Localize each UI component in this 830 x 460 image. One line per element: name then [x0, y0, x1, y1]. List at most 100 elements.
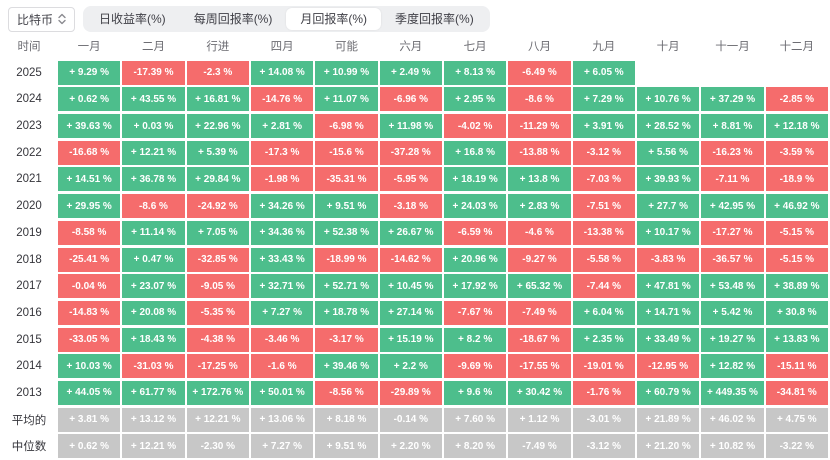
return-cell: + 5.39 % — [186, 140, 249, 165]
return-cell: + 14.71 % — [636, 300, 700, 325]
return-cell: -0.14 % — [379, 407, 442, 432]
return-cell: -4.38 % — [186, 327, 249, 352]
stat-row-label: 平均的 — [2, 407, 56, 432]
return-cell: -3.59 % — [765, 140, 828, 165]
return-cell: + 2.2 % — [379, 354, 442, 379]
return-cell: + 7.29 % — [572, 87, 635, 112]
return-cell: -18.99 % — [315, 247, 378, 272]
return-cell: -7.44 % — [572, 274, 635, 299]
tab-1[interactable]: 每周回报率(%) — [193, 12, 273, 26]
month-header-8: 八月 — [527, 41, 551, 53]
return-period-tabs: 日收益率(%) 每周回报率(%) 月回报率(%) 季度回报率(%) — [83, 6, 490, 32]
tab-3[interactable]: 季度回报率(%) — [395, 12, 474, 26]
return-cell: -3.22 % — [765, 434, 828, 459]
return-cell: + 22.96 % — [186, 114, 249, 139]
return-cell: + 0.03 % — [122, 114, 185, 139]
return-cell: -37.28 % — [379, 140, 442, 165]
return-cell: -8.6 % — [122, 194, 185, 219]
return-cell: + 28.52 % — [636, 114, 700, 139]
return-cell: + 10.17 % — [636, 220, 700, 245]
return-cell: + 38.89 % — [765, 274, 828, 299]
return-cell: -8.56 % — [315, 380, 378, 405]
return-cell: + 15.19 % — [379, 327, 442, 352]
return-cell: -35.31 % — [315, 167, 378, 192]
return-cell: + 29.84 % — [186, 167, 249, 192]
return-cell: -36.57 % — [701, 247, 764, 272]
return-cell: + 18.19 % — [443, 167, 507, 192]
return-cell: -5.15 % — [765, 220, 828, 245]
tab-0[interactable]: 日收益率(%) — [99, 12, 166, 26]
return-cell: + 8.81 % — [701, 114, 764, 139]
return-cell: + 60.79 % — [636, 380, 700, 405]
return-cell: + 47.81 % — [636, 274, 700, 299]
return-cell: + 24.03 % — [443, 194, 507, 219]
return-cell: -13.88 % — [508, 140, 571, 165]
return-cell: + 2.95 % — [443, 87, 507, 112]
return-cell: -5.95 % — [379, 167, 442, 192]
return-cell: -24.92 % — [186, 194, 249, 219]
return-cell: -6.98 % — [315, 114, 378, 139]
year-label: 2014 — [2, 354, 56, 379]
toolbar: 比特币 日收益率(%) 每周回报率(%) 月回报率(%) 季度回报率(%) — [8, 6, 828, 32]
return-cell: + 6.04 % — [572, 300, 635, 325]
year-label: 2015 — [2, 327, 56, 352]
return-cell: + 2.81 % — [250, 114, 314, 139]
return-cell — [766, 61, 828, 85]
year-label: 2023 — [2, 114, 56, 139]
return-cell: -3.17 % — [315, 327, 378, 352]
return-cell: + 34.36 % — [250, 220, 314, 245]
month-header-12: 十二月 — [779, 41, 815, 53]
return-cell: -4.02 % — [443, 114, 507, 139]
return-cell: + 32.71 % — [250, 274, 314, 299]
return-cell: -17.3 % — [250, 140, 314, 165]
return-cell: + 43.55 % — [122, 87, 185, 112]
updown-chevron-icon — [58, 13, 66, 25]
return-cell: + 18.43 % — [122, 327, 185, 352]
year-label: 2020 — [2, 194, 56, 219]
return-cell: -5.35 % — [186, 300, 249, 325]
return-cell: -29.89 % — [379, 380, 442, 405]
return-cell: + 5.56 % — [636, 140, 700, 165]
return-cell: + 5.42 % — [701, 300, 764, 325]
return-cell: + 2.83 % — [508, 194, 571, 219]
return-cell: + 10.76 % — [636, 87, 700, 112]
return-cell: -8.58 % — [58, 220, 121, 245]
return-cell: + 44.05 % — [58, 380, 121, 405]
return-cell: -1.76 % — [572, 380, 635, 405]
coin-selector-dropdown[interactable]: 比特币 — [8, 6, 76, 32]
return-cell: + 9.51 % — [315, 434, 378, 459]
return-cell: + 36.78 % — [122, 167, 185, 192]
return-cell: -7.49 % — [508, 434, 571, 459]
return-cell: -7.03 % — [572, 167, 635, 192]
return-cell: -6.49 % — [508, 60, 571, 85]
return-cell: + 33.49 % — [636, 327, 700, 352]
return-cell: + 14.08 % — [250, 60, 314, 85]
return-cell: + 8.13 % — [443, 60, 507, 85]
return-cell: + 13.83 % — [765, 327, 828, 352]
return-cell: + 10.45 % — [379, 274, 442, 299]
month-header-7: 七月 — [463, 41, 487, 53]
return-cell: -7.67 % — [443, 300, 507, 325]
month-header-4: 四月 — [270, 41, 294, 53]
return-cell: + 9.6 % — [443, 380, 507, 405]
return-cell: + 13.12 % — [122, 407, 185, 432]
return-cell: -9.05 % — [186, 274, 249, 299]
return-cell: + 10.03 % — [58, 354, 121, 379]
year-label: 2024 — [2, 87, 56, 112]
return-cell: + 12.21 % — [122, 140, 185, 165]
return-cell: + 65.32 % — [508, 274, 571, 299]
return-cell: + 61.77 % — [122, 380, 185, 405]
return-cell: -11.29 % — [508, 114, 571, 139]
tab-2-active[interactable]: 月回报率(%) — [286, 8, 382, 30]
return-cell: + 42.95 % — [701, 194, 764, 219]
return-cell: -13.38 % — [572, 220, 635, 245]
return-cell: + 172.76 % — [186, 380, 249, 405]
month-header-2: 二月 — [141, 41, 165, 53]
return-cell: + 33.43 % — [250, 247, 314, 272]
return-cell: -3.12 % — [572, 140, 635, 165]
month-header-10: 十月 — [656, 41, 680, 53]
return-cell: -2.30 % — [186, 434, 249, 459]
return-cell: -3.18 % — [379, 194, 442, 219]
return-cell: + 13.06 % — [250, 407, 314, 432]
return-cell: -18.9 % — [765, 167, 828, 192]
